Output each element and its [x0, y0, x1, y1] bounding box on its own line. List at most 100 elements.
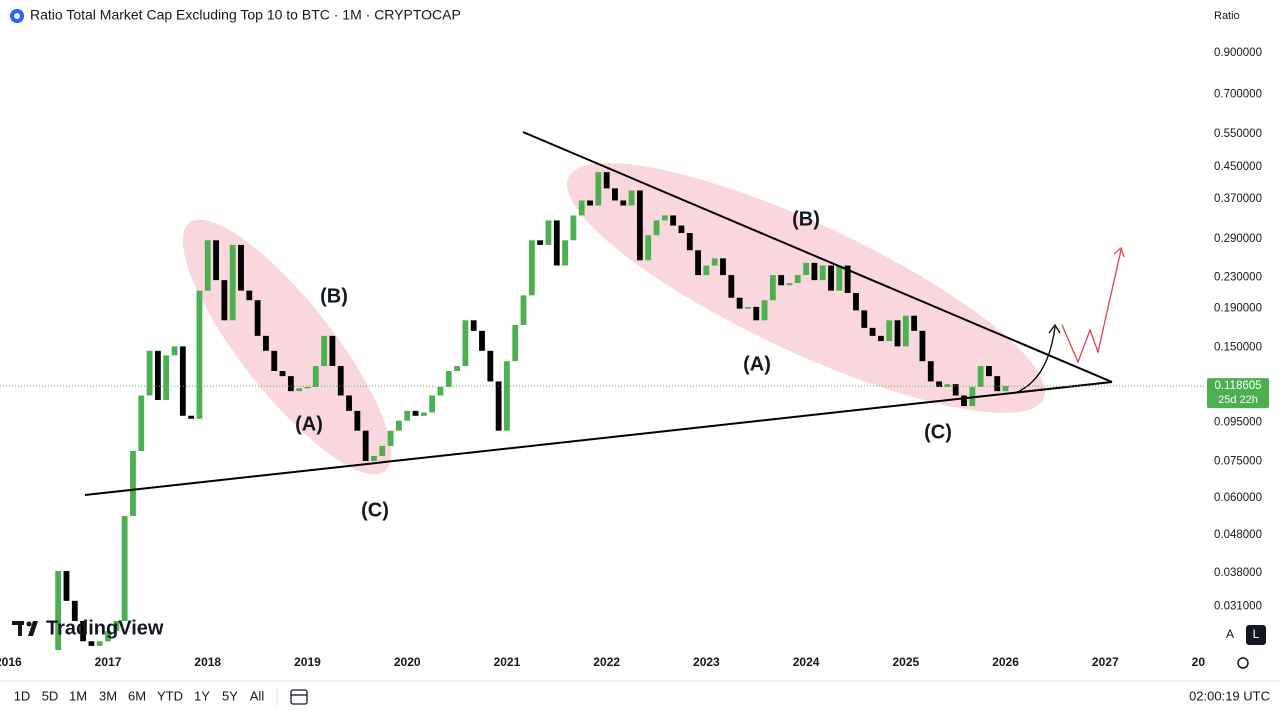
- logo: TradingView: [12, 617, 164, 639]
- candle-body: [794, 275, 801, 284]
- candle-body: [462, 320, 469, 367]
- candle-body: [661, 215, 668, 221]
- y-tick-label: 0.095000: [1214, 417, 1262, 429]
- candle-body: [130, 450, 136, 516]
- candle-body: [412, 410, 419, 416]
- candle-body: [204, 240, 211, 291]
- range-button[interactable]: 3M: [99, 688, 117, 703]
- log-scale-button[interactable]: L: [1253, 627, 1260, 641]
- candle-body: [362, 430, 369, 461]
- y-tick-label: 0.031000: [1214, 601, 1262, 613]
- range-button[interactable]: 6M: [128, 688, 146, 703]
- wave-label: (C): [924, 421, 952, 443]
- settings-icon[interactable]: [1237, 657, 1249, 669]
- y-tick-label: 0.038000: [1214, 567, 1262, 579]
- range-button[interactable]: YTD: [157, 688, 183, 703]
- candle-body: [894, 320, 901, 347]
- log-scale-button-bg[interactable]: [1246, 625, 1266, 645]
- arrow-head: [1048, 323, 1061, 334]
- range-button[interactable]: 5D: [42, 688, 59, 703]
- candle-body: [736, 297, 743, 309]
- candle-body: [238, 244, 244, 291]
- candle-body: [387, 430, 394, 446]
- candle-body: [55, 570, 62, 650]
- candle-body: [271, 350, 278, 372]
- candle-body: [670, 215, 677, 226]
- candle-body: [88, 641, 95, 646]
- y-tick-label: 0.150000: [1214, 342, 1262, 354]
- x-axis: 2016 2017 2018 2019 2020 2021 2022 2023 2024 2025…: [0, 655, 1219, 669]
- trendlines: [84, 131, 1125, 496]
- range-button[interactable]: 1D: [14, 688, 31, 703]
- candle-body: [487, 350, 494, 382]
- candle-body: [337, 366, 344, 396]
- candle-body: [753, 306, 760, 321]
- range-button[interactable]: 5Y: [222, 688, 238, 703]
- candle-body: [296, 388, 303, 392]
- y-tick-label: 0.190000: [1214, 303, 1262, 315]
- projection-path: [1061, 249, 1122, 364]
- candle-body: [711, 258, 718, 266]
- candle-body: [911, 315, 918, 331]
- y-tick-label: 0.900000: [1214, 47, 1262, 59]
- logo-mark: [18, 621, 22, 636]
- candle-body: [686, 233, 693, 251]
- calendar-icon[interactable]: [290, 689, 308, 705]
- candle-body: [769, 275, 776, 301]
- x-tick-label: 2026: [992, 655, 1019, 669]
- x-tick-label: 2024: [793, 655, 820, 669]
- candle-body: [877, 335, 884, 342]
- candle-body: [520, 295, 527, 325]
- candle-body: [545, 220, 552, 245]
- candle-body: [828, 265, 834, 291]
- x-tick-label: 2018: [194, 655, 221, 669]
- candle-body: [944, 384, 951, 387]
- range-button[interactable]: All: [250, 688, 265, 703]
- range-button[interactable]: 1M: [69, 688, 87, 703]
- candle-body: [371, 456, 377, 461]
- candle-body: [678, 225, 685, 234]
- candle-body: [620, 200, 627, 206]
- candle-body: [96, 641, 103, 646]
- candle-body: [562, 240, 569, 266]
- candle-body: [404, 410, 411, 421]
- calendar-icon[interactable]: [290, 689, 308, 705]
- candle-body: [470, 320, 477, 331]
- arrow-head: [1113, 246, 1125, 258]
- candle-body: [71, 600, 78, 621]
- y-tick-label: 0.075000: [1214, 455, 1262, 467]
- candle-body: [745, 306, 751, 309]
- candle-body: [429, 395, 436, 413]
- wave-label: (C): [361, 499, 389, 521]
- chart-title: Ratio Total Market Cap Excluding Top 10 …: [30, 7, 461, 23]
- candle-body: [105, 631, 111, 642]
- candle-body: [254, 300, 261, 336]
- candle-body: [163, 355, 170, 400]
- y-tick-label: 0.450000: [1214, 161, 1262, 173]
- candle-body: [146, 350, 153, 396]
- candle-body: [553, 220, 560, 266]
- candle-body: [154, 350, 161, 400]
- candle-body: [229, 244, 236, 321]
- candle-body: [919, 330, 926, 362]
- candle-body: [321, 335, 328, 367]
- wave-label: (B): [320, 285, 348, 307]
- candle-body: [279, 371, 286, 377]
- auto-scale-button[interactable]: A: [1226, 627, 1234, 641]
- x-tick-label: 2023: [693, 655, 720, 669]
- candle-body: [936, 381, 942, 387]
- x-tick-label: 2028: [1192, 655, 1219, 669]
- y-tick-label: 0.700000: [1214, 88, 1262, 100]
- y-tick-label: 0.290000: [1214, 233, 1262, 245]
- candle-body: [653, 220, 660, 236]
- x-tick-label: 2021: [494, 655, 521, 669]
- candle-body: [138, 395, 145, 451]
- candle-body: [63, 570, 70, 601]
- candle-body: [437, 386, 444, 396]
- candle-body: [853, 292, 859, 311]
- candle-body: [80, 620, 87, 642]
- x-tick-label: 2025: [892, 655, 919, 669]
- candle-body: [420, 412, 427, 416]
- range-button[interactable]: 1Y: [194, 688, 210, 703]
- candle-body: [445, 371, 452, 387]
